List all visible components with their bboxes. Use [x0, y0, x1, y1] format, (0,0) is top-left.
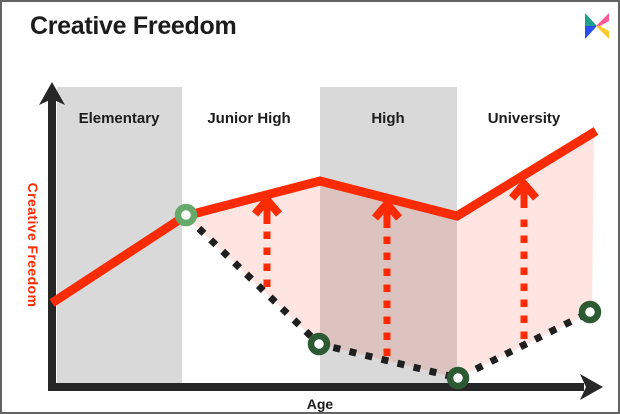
gap-arrow-high [371, 197, 403, 356]
stage-label-university: University [488, 110, 561, 127]
ideal-line-solid [49, 127, 599, 307]
stage-label-high: High [371, 110, 404, 127]
y-axis-arrowhead-icon [39, 82, 65, 105]
chart-svg: Elementary Junior High High University C… [25, 82, 603, 412]
marker-university-end [578, 300, 602, 324]
gap-arrow-junior-high [251, 193, 283, 287]
stage-label-elementary: Elementary [79, 110, 161, 127]
logo-yellow-triangle [596, 26, 609, 39]
gap-arrow-university [508, 177, 540, 339]
logo-blue-triangle [585, 26, 597, 39]
brand-bowtie-logo [585, 13, 609, 39]
logo-teal-triangle [585, 13, 597, 26]
x-axis-arrowhead-icon [580, 374, 603, 400]
marker-junior-high-end [307, 332, 331, 356]
page-title: Creative Freedom [30, 12, 237, 40]
chart-area: Elementary Junior High High University C… [2, 72, 618, 412]
logo-pink-triangle [596, 13, 609, 26]
actual-line-dotted [184, 214, 592, 382]
marker-junction [174, 203, 198, 227]
stage-label-junior-high: Junior High [207, 110, 290, 127]
y-axis [48, 96, 56, 389]
header: Creative Freedom [2, 2, 618, 72]
x-axis [48, 383, 584, 391]
logo-notch [600, 21, 609, 31]
y-axis-label: Creative Freedom [25, 183, 41, 308]
x-axis-label: Age [307, 396, 334, 412]
marker-high-end [446, 366, 470, 390]
